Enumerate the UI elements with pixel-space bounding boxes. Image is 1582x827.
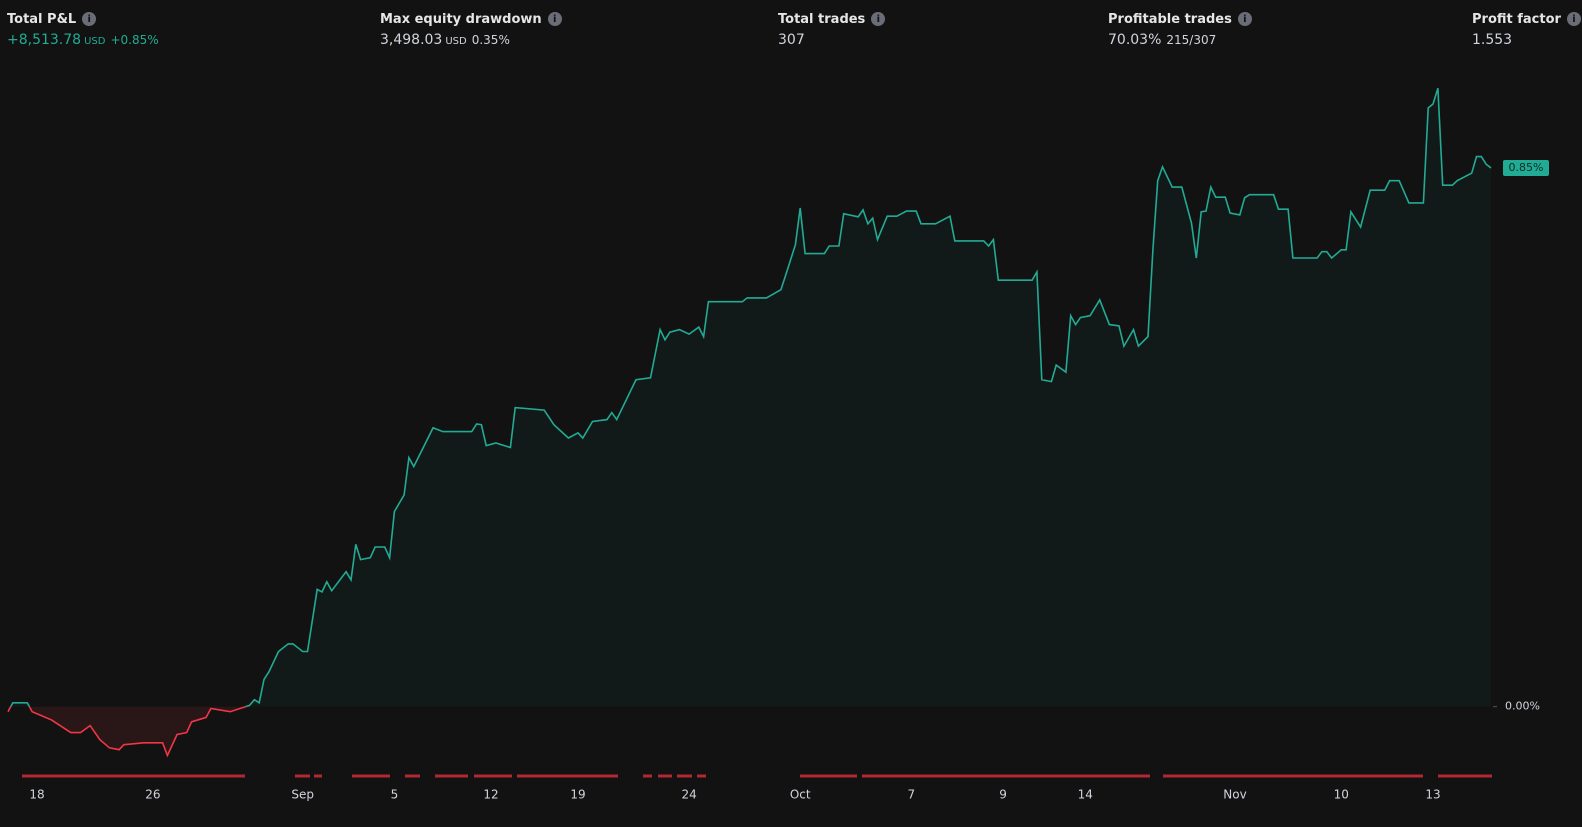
metric: Max equity drawdown i 3,498.03 USD 0.35% [380, 10, 562, 48]
metric-value: 70.03% [1108, 32, 1162, 48]
metric-unit: USD [84, 36, 106, 47]
x-tick-label: 24 [681, 788, 696, 802]
last-value-label: 0.85% [1509, 161, 1544, 174]
x-tick-label: Oct [790, 788, 811, 802]
metric-header: Total trades i [778, 10, 886, 28]
equity-area [8, 706, 246, 756]
metric-label: Total trades [778, 11, 866, 27]
info-icon[interactable]: i [82, 12, 97, 26]
metric-extra: 0.35% [471, 33, 510, 47]
metric: Profit factor i 1.553 [1472, 10, 1581, 48]
metric-header: Max equity drawdown i [380, 10, 562, 28]
metric: Total P&L i +8,513.78 USD +0.85% [7, 10, 159, 49]
metric-header: Profitable trades i [1108, 10, 1252, 28]
x-tick-label: 26 [145, 788, 160, 802]
metric-value-row: 1.553 [1472, 32, 1581, 48]
equity-line [9, 87, 1492, 707]
x-tick-label: 7 [908, 788, 916, 802]
metric-value: +8,513.78 [7, 32, 82, 48]
metric: Total trades i 307 [778, 10, 886, 48]
x-tick-label: 10 [1334, 788, 1349, 802]
metric-value-row: 3,498.03 USD 0.35% [380, 32, 562, 48]
metric-value: 307 [778, 32, 805, 48]
x-tick-label: 12 [483, 788, 498, 802]
metric-label: Total P&L [7, 11, 77, 27]
metric-value: 3,498.03 [380, 32, 443, 48]
metric-header: Total P&L i [7, 10, 159, 28]
metric-label: Max equity drawdown [380, 11, 542, 27]
x-tick-label: 18 [29, 788, 44, 802]
metric-extra: +0.85% [110, 33, 159, 47]
metric-value-row: 307 [778, 32, 885, 48]
last-value-badge [1503, 160, 1549, 177]
x-tick-label: Sep [291, 788, 314, 802]
metric-label: Profitable trades [1108, 11, 1232, 27]
x-tick-label: 19 [570, 788, 585, 802]
metric-header: Profit factor i [1472, 10, 1581, 28]
x-tick-label: 9 [999, 788, 1007, 802]
x-tick-label: 5 [391, 788, 399, 802]
x-tick-label: 14 [1078, 788, 1093, 802]
x-tick-label: 13 [1425, 788, 1440, 802]
metric-value: 1.553 [1472, 32, 1513, 48]
metric-label: Profit factor [1472, 11, 1561, 27]
metric-extra: 215/307 [1166, 33, 1217, 47]
info-icon[interactable]: i [871, 12, 886, 26]
metric-value-row: 70.03% 215/307 [1108, 32, 1252, 48]
metric-unit: USD [445, 36, 467, 47]
info-icon[interactable]: i [1566, 12, 1581, 26]
info-icon[interactable]: i [547, 12, 562, 26]
metric: Profitable trades i 70.03% 215/307 [1108, 10, 1252, 48]
x-tick-label: Nov [1223, 788, 1246, 802]
y-tick-label: 0.00% [1505, 700, 1540, 713]
equity-area [8, 88, 1491, 707]
info-icon[interactable]: i [1237, 12, 1252, 26]
metric-value-row: +8,513.78 USD +0.85% [7, 32, 159, 48]
